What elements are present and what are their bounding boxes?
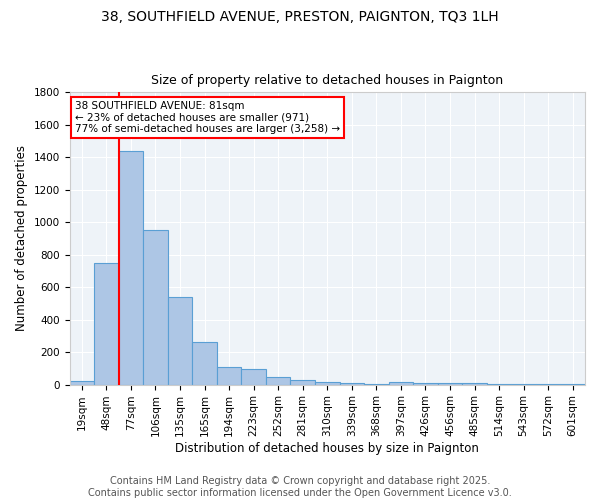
Text: Contains HM Land Registry data © Crown copyright and database right 2025.
Contai: Contains HM Land Registry data © Crown c… [88,476,512,498]
X-axis label: Distribution of detached houses by size in Paignton: Distribution of detached houses by size … [175,442,479,455]
Bar [192,342,217,384]
Bar [119,151,143,384]
Y-axis label: Number of detached properties: Number of detached properties [15,146,28,332]
Bar [389,382,413,384]
Bar [143,230,168,384]
Bar [290,380,315,384]
Bar [217,367,241,384]
Bar [70,382,94,384]
Text: 38, SOUTHFIELD AVENUE, PRESTON, PAIGNTON, TQ3 1LH: 38, SOUTHFIELD AVENUE, PRESTON, PAIGNTON… [101,10,499,24]
Text: 38 SOUTHFIELD AVENUE: 81sqm
← 23% of detached houses are smaller (971)
77% of se: 38 SOUTHFIELD AVENUE: 81sqm ← 23% of det… [74,101,340,134]
Bar [413,383,438,384]
Title: Size of property relative to detached houses in Paignton: Size of property relative to detached ho… [151,74,503,87]
Bar [94,263,119,384]
Bar [438,382,462,384]
Bar [241,369,266,384]
Bar [315,382,340,384]
Bar [168,297,192,384]
Bar [266,378,290,384]
